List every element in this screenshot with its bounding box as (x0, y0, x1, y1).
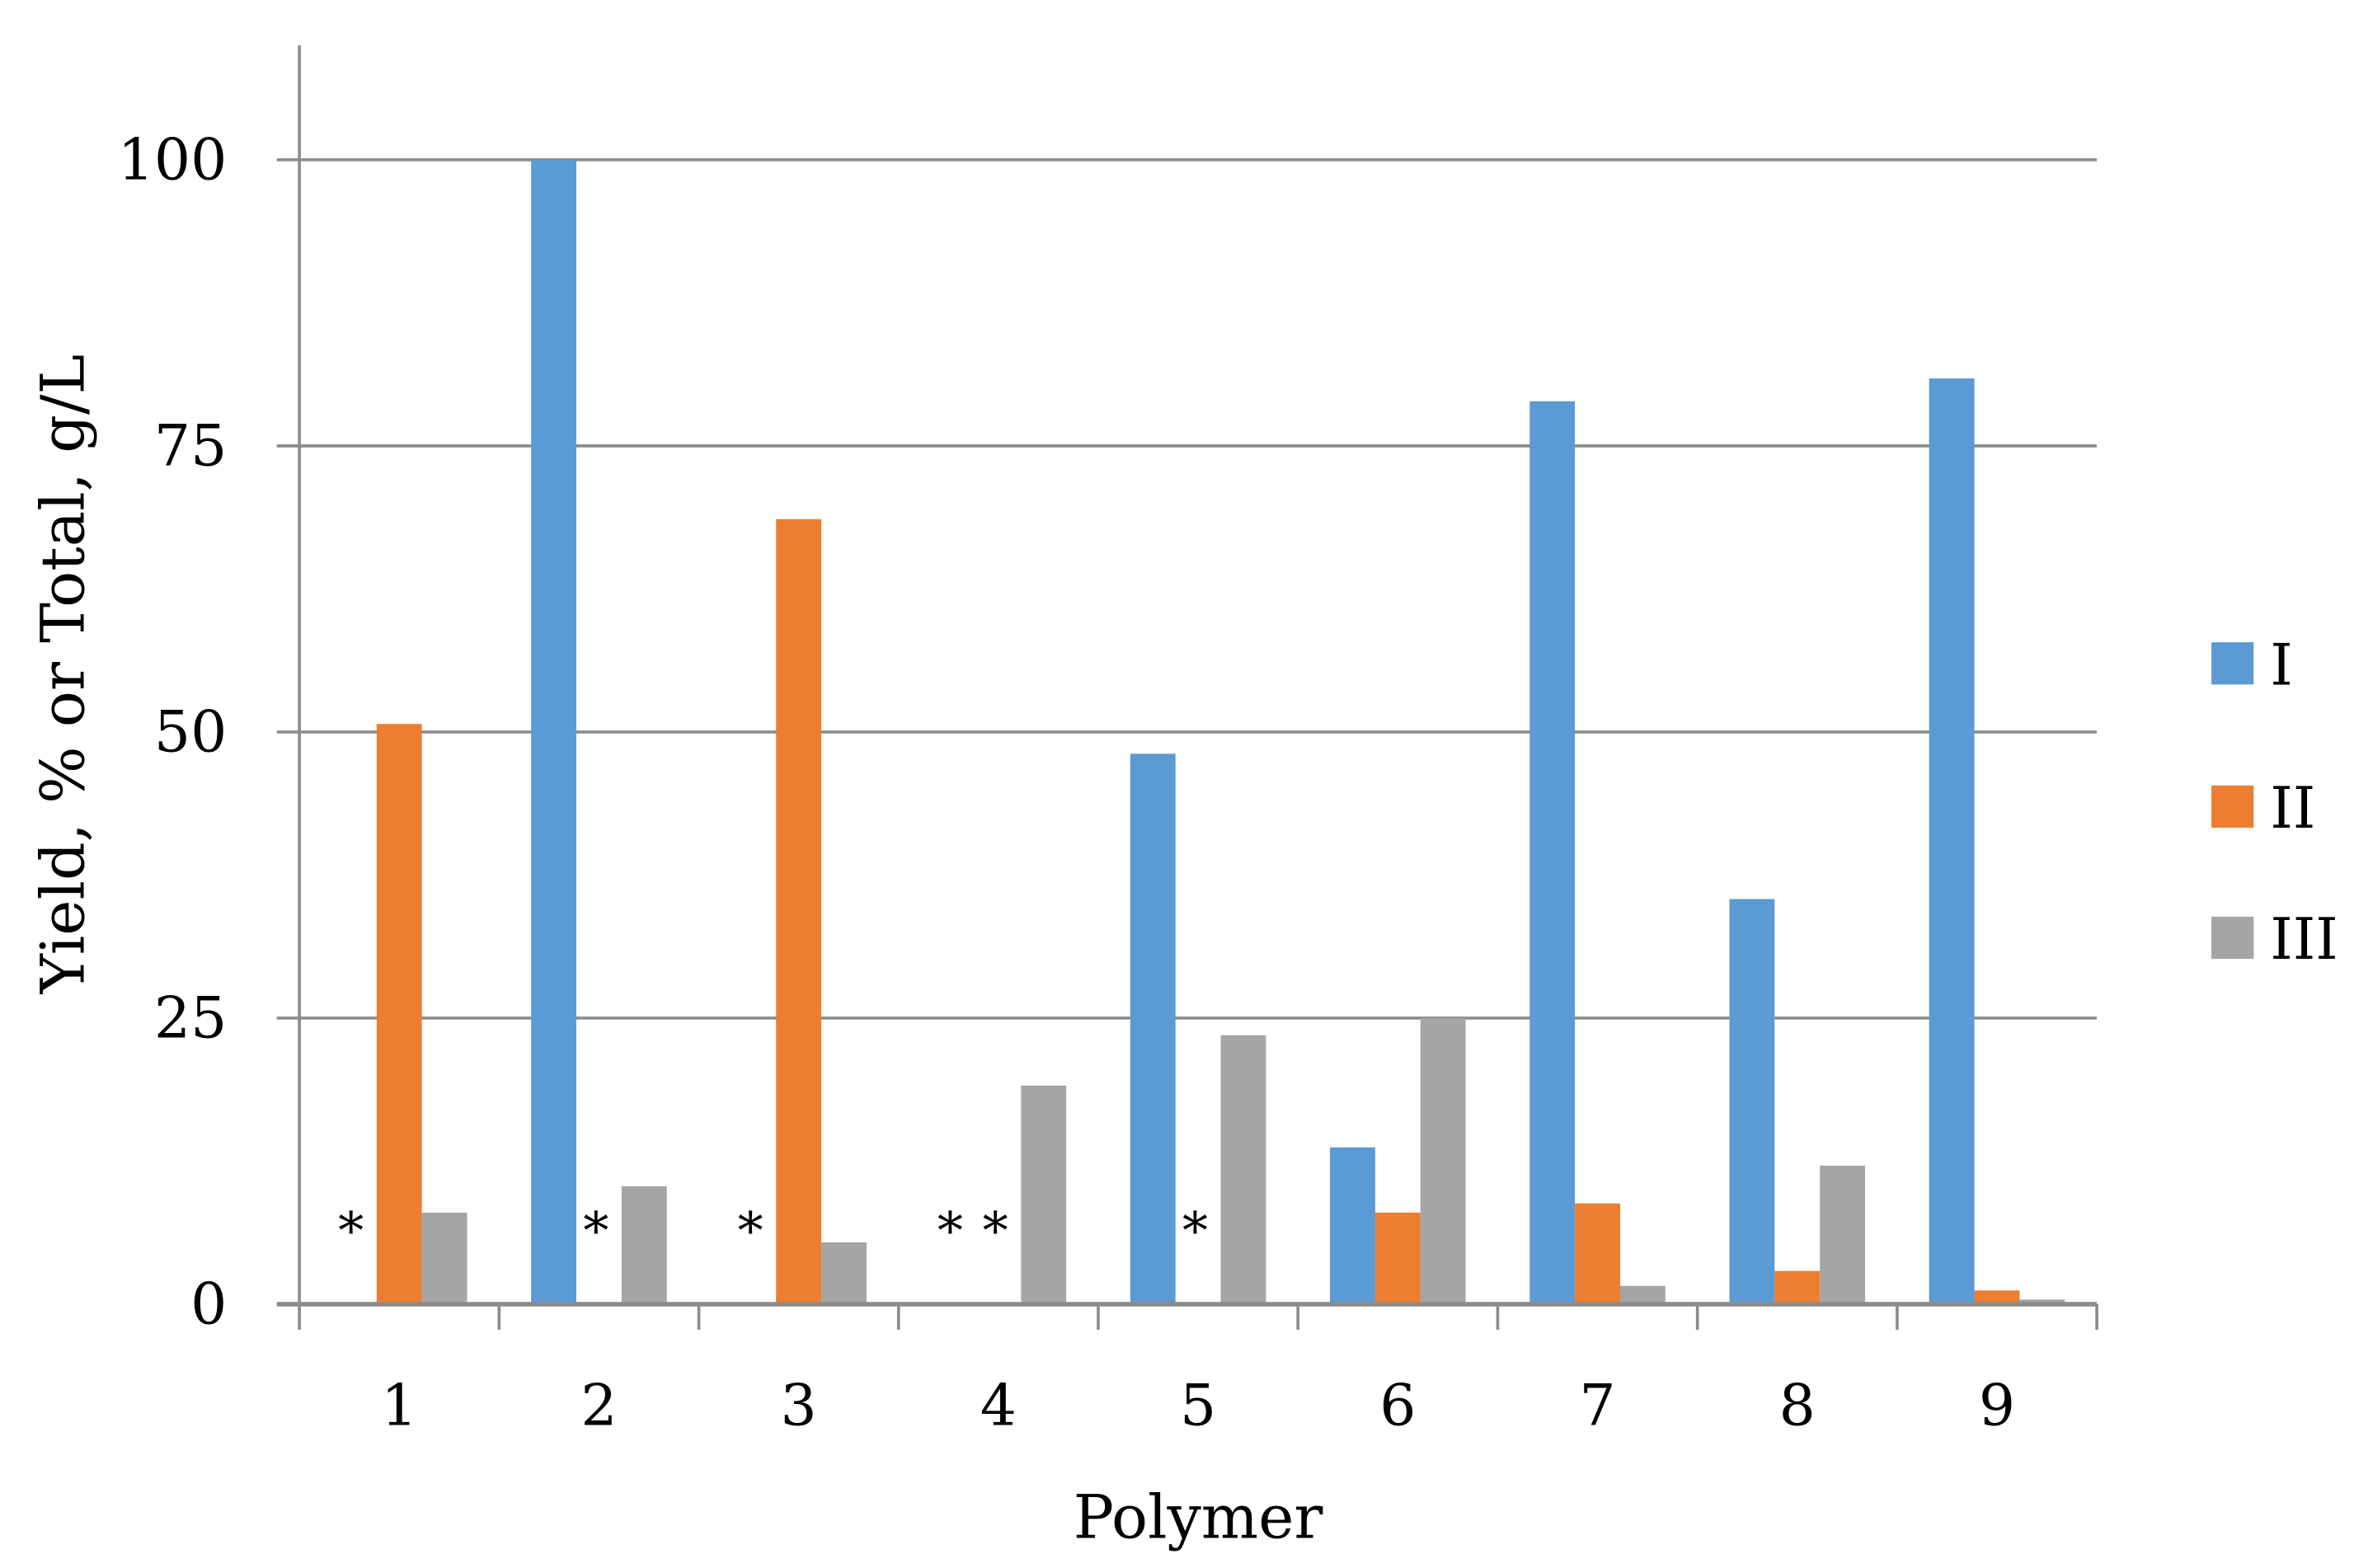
y-tick-label: 50 (154, 699, 227, 766)
x-tick-label: 5 (1180, 1372, 1216, 1439)
x-tick-label: 7 (1579, 1372, 1615, 1439)
bar-III-8 (1820, 1165, 1866, 1304)
bar-II-3 (776, 519, 822, 1304)
legend-swatch-I (2211, 642, 2254, 685)
bar-III-6 (1420, 1017, 1466, 1304)
asterisk-annotation: * (937, 1200, 963, 1261)
y-tick-label: 25 (154, 985, 227, 1052)
x-tick-label: 3 (781, 1372, 817, 1439)
x-tick-label: 1 (381, 1372, 417, 1439)
tick-labels: 0 25 50 75 100 1 2 3 4 5 6 7 8 9 (118, 127, 2015, 1439)
axes (276, 45, 2098, 1331)
bar-I-5 (1130, 753, 1176, 1304)
legend-label-II: II (2270, 775, 2315, 842)
legend-label-III: III (2270, 906, 2338, 973)
asterisk-annotation: * (338, 1200, 364, 1261)
gridlines (276, 158, 2098, 1020)
bar-II-1 (376, 724, 422, 1304)
bar-I-8 (1729, 899, 1775, 1304)
bar-III-4 (1021, 1085, 1067, 1304)
bar-II-9 (1974, 1290, 2020, 1304)
bar-III-3 (821, 1242, 867, 1304)
x-tick-label: 8 (1779, 1372, 1816, 1439)
bar-III-9 (2019, 1299, 2065, 1304)
y-tick-label: 75 (154, 413, 227, 480)
bar-II-8 (1774, 1270, 1821, 1304)
bar-III-2 (621, 1185, 667, 1304)
bar-II-7 (1575, 1203, 1620, 1304)
bar-II-6 (1374, 1212, 1421, 1304)
x-tick-label: 9 (1979, 1372, 2015, 1439)
bar-III-7 (1619, 1285, 1666, 1304)
y-tick-label: 0 (190, 1271, 227, 1338)
y-axis-label: Yield, % or Total, g/L (29, 354, 99, 994)
x-tick-label: 2 (580, 1372, 617, 1439)
bar-III-1 (421, 1212, 468, 1304)
asterisk-annotation: * (738, 1200, 764, 1261)
legend-label-I: I (2270, 631, 2292, 698)
legend-swatch-II (2211, 785, 2254, 829)
asterisk-annotation: * (983, 1200, 1008, 1261)
bar-I-2 (531, 159, 577, 1304)
x-tick-label: 4 (980, 1372, 1017, 1439)
x-tick-label: 6 (1379, 1372, 1416, 1439)
annotations: * * * * * * (338, 1200, 1208, 1261)
y-tick-label: 100 (118, 127, 228, 194)
bar-III-5 (1220, 1035, 1266, 1304)
x-axis-label: Polymer (1074, 1482, 1323, 1552)
bar-I-9 (1929, 378, 1975, 1304)
bar-I-6 (1330, 1147, 1375, 1304)
bar-I-7 (1529, 401, 1576, 1304)
bars (376, 159, 2065, 1304)
asterisk-annotation: * (583, 1200, 608, 1261)
asterisk-annotation: * (1182, 1200, 1208, 1261)
legend-swatch-III (2211, 916, 2254, 960)
